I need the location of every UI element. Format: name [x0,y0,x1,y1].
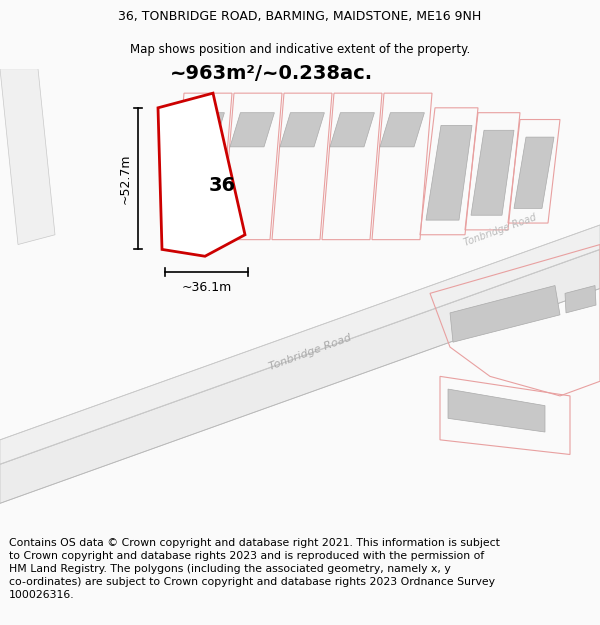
Polygon shape [450,286,560,342]
Text: 36: 36 [208,176,236,196]
Text: Tonbridge Road: Tonbridge Road [463,212,538,248]
Polygon shape [280,112,325,147]
Polygon shape [330,112,374,147]
Polygon shape [514,137,554,208]
Polygon shape [230,112,274,147]
Text: Tonbridge Road: Tonbridge Road [268,332,353,372]
Polygon shape [471,130,514,215]
Polygon shape [380,112,424,147]
Polygon shape [0,249,600,503]
Polygon shape [0,69,55,244]
Polygon shape [180,112,224,147]
Polygon shape [0,225,600,464]
Polygon shape [565,286,596,313]
Polygon shape [426,126,472,220]
Polygon shape [448,389,545,432]
Text: Contains OS data © Crown copyright and database right 2021. This information is : Contains OS data © Crown copyright and d… [9,538,500,600]
Text: ~52.7m: ~52.7m [119,153,131,204]
Text: 36, TONBRIDGE ROAD, BARMING, MAIDSTONE, ME16 9NH: 36, TONBRIDGE ROAD, BARMING, MAIDSTONE, … [118,10,482,23]
Text: ~36.1m: ~36.1m [181,281,232,294]
Polygon shape [158,93,245,256]
Text: ~963m²/~0.238ac.: ~963m²/~0.238ac. [170,64,373,83]
Text: Map shows position and indicative extent of the property.: Map shows position and indicative extent… [130,42,470,56]
